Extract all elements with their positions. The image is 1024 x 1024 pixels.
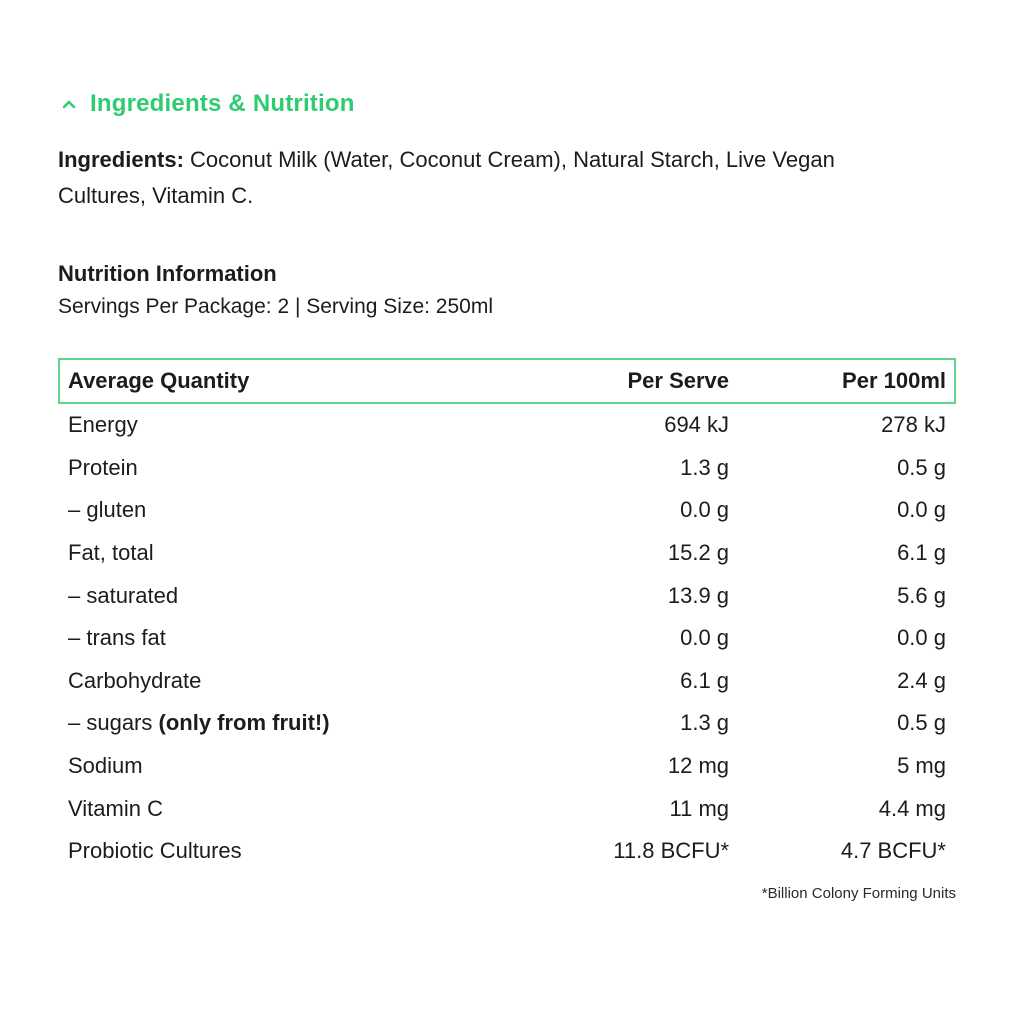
accordion-title: Ingredients & Nutrition [90, 90, 355, 117]
nutrient-name: – trans fat [58, 617, 554, 660]
chevron-up-icon [58, 93, 80, 115]
nutrient-label: – gluten [68, 497, 147, 523]
nutrient-label: Probiotic Cultures [68, 838, 242, 864]
table-row: Protein 1.3 g 0.5 g [58, 447, 956, 490]
per-serve-value: 694 kJ [664, 412, 730, 438]
per-100ml-value: 278 kJ [881, 412, 946, 438]
nutrient-note: (only from fruit!) [158, 710, 330, 736]
nutrition-table-header: Average Quantity Per Serve Per 100ml [58, 358, 956, 404]
ingredients-nutrition-accordion-toggle[interactable]: Ingredients & Nutrition [58, 84, 956, 124]
nutrient-name: Fat, total [58, 532, 554, 575]
per-100ml-value: 0.5 g [897, 454, 946, 480]
per-100ml-value: 0.5 g [897, 710, 946, 736]
nutrient-name: – sugars (only from fruit!) [58, 702, 554, 745]
table-row: Energy 694 kJ 278 kJ [58, 404, 956, 447]
nutrition-heading: Nutrition Information [58, 261, 277, 286]
nutrient-name: Sodium [58, 745, 554, 788]
nutrient-label: Carbohydrate [68, 667, 202, 693]
column-header-average-quantity: Average Quantity [68, 368, 250, 393]
per-100ml-value: 6.1 g [897, 540, 946, 566]
per-100ml-value: 4.7 BCFU* [840, 838, 946, 864]
nutrient-name: – saturated [58, 574, 554, 617]
per-100ml-value: 0.0 g [897, 625, 946, 651]
per-serve-value: 15.2 g [667, 540, 730, 566]
nutrient-name: – gluten [58, 489, 554, 532]
per-serve-value: 12 mg [667, 753, 730, 779]
nutrient-name: Energy [58, 404, 554, 447]
ingredients-label: Ingredients: [58, 147, 184, 172]
nutrient-name: Vitamin C [58, 787, 554, 830]
per-serve-value: 1.3 g [680, 710, 730, 736]
per-serve-value: 11 mg [669, 795, 730, 821]
nutrient-name: Carbohydrate [58, 660, 554, 703]
per-serve-value: 11.8 BCFU* [613, 838, 730, 864]
table-row: – sugars (only from fruit!) 1.3 g 0.5 g [58, 702, 956, 745]
nutrient-label: Vitamin C [68, 795, 163, 821]
per-serve-value: 0.0 g [680, 497, 730, 523]
servings-info: Servings Per Package: 2 | Serving Size: … [58, 295, 494, 318]
per-100ml-value: 2.4 g [897, 667, 946, 693]
column-header-per-serve: Per Serve [627, 368, 730, 393]
nutrient-label: – trans fat [68, 625, 166, 651]
per-serve-value: 13.9 g [667, 582, 730, 608]
per-100ml-value: 4.4 mg [878, 795, 946, 821]
table-row: Sodium 12 mg 5 mg [58, 745, 956, 788]
column-header-per-100ml: Per 100ml [842, 368, 946, 393]
table-row: – saturated 13.9 g 5.6 g [58, 574, 956, 617]
table-row: Fat, total 15.2 g 6.1 g [58, 532, 956, 575]
nutrient-label: – saturated [68, 582, 179, 608]
per-serve-value: 0.0 g [680, 625, 730, 651]
nutrient-label: Sodium [68, 753, 143, 779]
nutrient-label: Protein [68, 454, 138, 480]
table-row: Probiotic Cultures 11.8 BCFU* 4.7 BCFU* [58, 830, 956, 873]
table-row: Vitamin C 11 mg 4.4 mg [58, 787, 956, 830]
nutrient-label: Fat, total [68, 540, 154, 566]
table-row: – trans fat 0.0 g 0.0 g [58, 617, 956, 660]
nutrition-table: Average Quantity Per Serve Per 100ml Ene… [58, 358, 956, 873]
nutrient-name: Protein [58, 447, 554, 490]
per-serve-value: 1.3 g [680, 454, 730, 480]
nutrient-label: Energy [68, 412, 138, 438]
footnote: *Billion Colony Forming Units [761, 884, 956, 902]
per-100ml-value: 5 mg [897, 753, 946, 779]
ingredients-nutrition-panel: Ingredients & Nutrition Ingredients: Coc… [58, 84, 956, 902]
per-100ml-value: 0.0 g [897, 497, 946, 523]
ingredients-list: Coconut Milk (Water, Coconut Cream), Nat… [58, 147, 835, 208]
table-row: Carbohydrate 6.1 g 2.4 g [58, 660, 956, 703]
nutrient-name: Probiotic Cultures [58, 830, 554, 873]
ingredients-text: Ingredients: Coconut Milk (Water, Coconu… [58, 142, 918, 214]
per-100ml-value: 5.6 g [897, 582, 946, 608]
nutrient-label: – sugars [68, 710, 159, 736]
per-serve-value: 6.1 g [680, 667, 730, 693]
table-row: – gluten 0.0 g 0.0 g [58, 489, 956, 532]
